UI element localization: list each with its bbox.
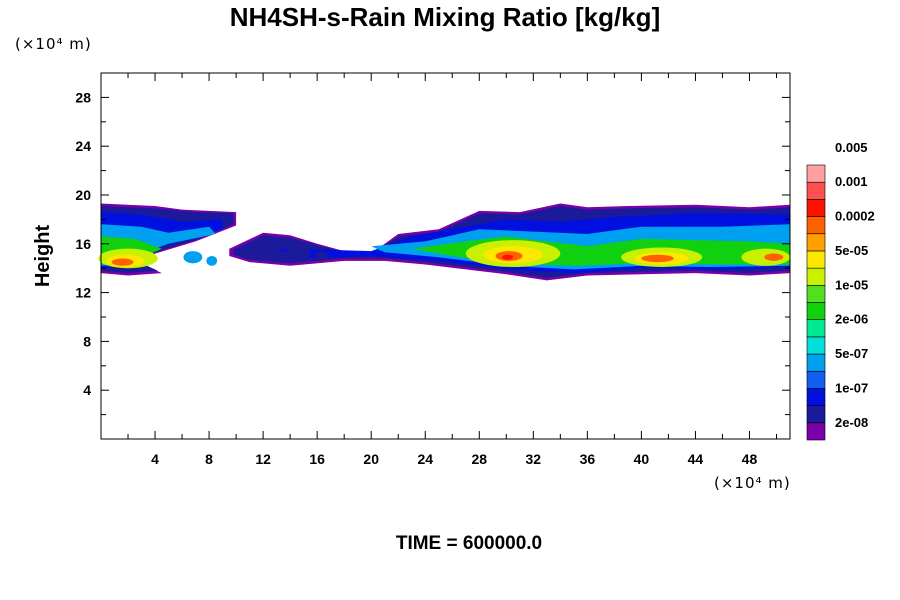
colorbar-label: 0.005 <box>835 140 868 155</box>
colorbar-swatch <box>806 422 826 441</box>
y-tick-label: 24 <box>75 138 91 154</box>
x-tick-label: 24 <box>417 451 433 467</box>
x-tick-label: 8 <box>205 451 213 467</box>
y-axis: 4 8 12 16 20 24 28 <box>75 89 790 416</box>
contour-level <box>502 254 514 260</box>
x-axis-unit: (×10⁴ m) <box>714 474 791 492</box>
colorbar-label: 1e-05 <box>835 277 868 292</box>
colorbar: 2e-08 1e-07 5e-07 2e-06 1e-05 5e-05 0.0002 0.00… <box>806 140 875 441</box>
time-label: TIME = 600000.0 <box>396 533 542 554</box>
colorbar-label: 0.0002 <box>835 209 875 224</box>
colorbar-swatch <box>806 199 826 217</box>
colorbar-swatch <box>806 370 826 389</box>
x-tick-label: 20 <box>363 451 379 467</box>
y-tick-label: 12 <box>75 285 91 301</box>
contour-level <box>286 247 311 260</box>
y-tick-label: 20 <box>75 187 91 203</box>
colorbar-swatch <box>806 388 826 406</box>
chart-title: NH4SH-s-Rain Mixing Ratio [kg/kg] <box>230 2 660 32</box>
colorbar-label: 2e-06 <box>835 312 868 327</box>
x-tick-label: 12 <box>255 451 271 467</box>
colorbar-label: 2e-08 <box>835 415 868 430</box>
colorbar-swatch <box>806 353 826 372</box>
x-tick-label: 40 <box>634 451 650 467</box>
y-tick-label: 4 <box>83 382 91 398</box>
contour-level <box>206 256 218 266</box>
y-tick-label: 8 <box>83 333 91 349</box>
x-tick-label: 44 <box>688 451 704 467</box>
x-tick-label: 48 <box>742 451 758 467</box>
contour-level <box>183 251 203 264</box>
y-axis-label: Height <box>32 225 54 288</box>
colorbar-swatch <box>806 319 826 338</box>
contour-field <box>98 203 791 281</box>
colorbar-swatch <box>806 336 826 355</box>
colorbar-label: 0.001 <box>835 174 868 189</box>
colorbar-swatch <box>806 233 826 252</box>
x-tick-label: 36 <box>580 451 596 467</box>
y-tick-label: 28 <box>75 89 91 105</box>
colorbar-swatch <box>806 285 826 303</box>
y-tick-label: 16 <box>75 236 91 252</box>
colorbar-swatch <box>806 405 826 424</box>
plot-frame <box>100 72 791 440</box>
colorbar-swatch <box>806 302 826 320</box>
colorbar-swatch <box>806 216 826 235</box>
x-tick-label: 32 <box>526 451 542 467</box>
colorbar-swatch <box>806 164 826 183</box>
contour-level <box>764 253 784 261</box>
y-axis-unit: (×10⁴ m) <box>15 35 92 53</box>
x-axis: 4 8 12 16 20 24 28 32 36 40 44 48 <box>127 73 777 467</box>
contour-level <box>314 251 328 261</box>
colorbar-label: 5e-07 <box>835 346 868 361</box>
x-tick-label: 28 <box>471 451 487 467</box>
colorbar-swatch <box>806 267 826 286</box>
colorbar-swatch <box>806 250 826 269</box>
x-tick-label: 4 <box>151 451 159 467</box>
contour-level <box>111 258 134 266</box>
colorbar-label: 5e-05 <box>835 243 868 258</box>
contour-level <box>641 254 674 263</box>
colorbar-label: 1e-07 <box>835 380 868 395</box>
x-tick-label: 16 <box>309 451 325 467</box>
colorbar-swatch <box>806 181 826 200</box>
